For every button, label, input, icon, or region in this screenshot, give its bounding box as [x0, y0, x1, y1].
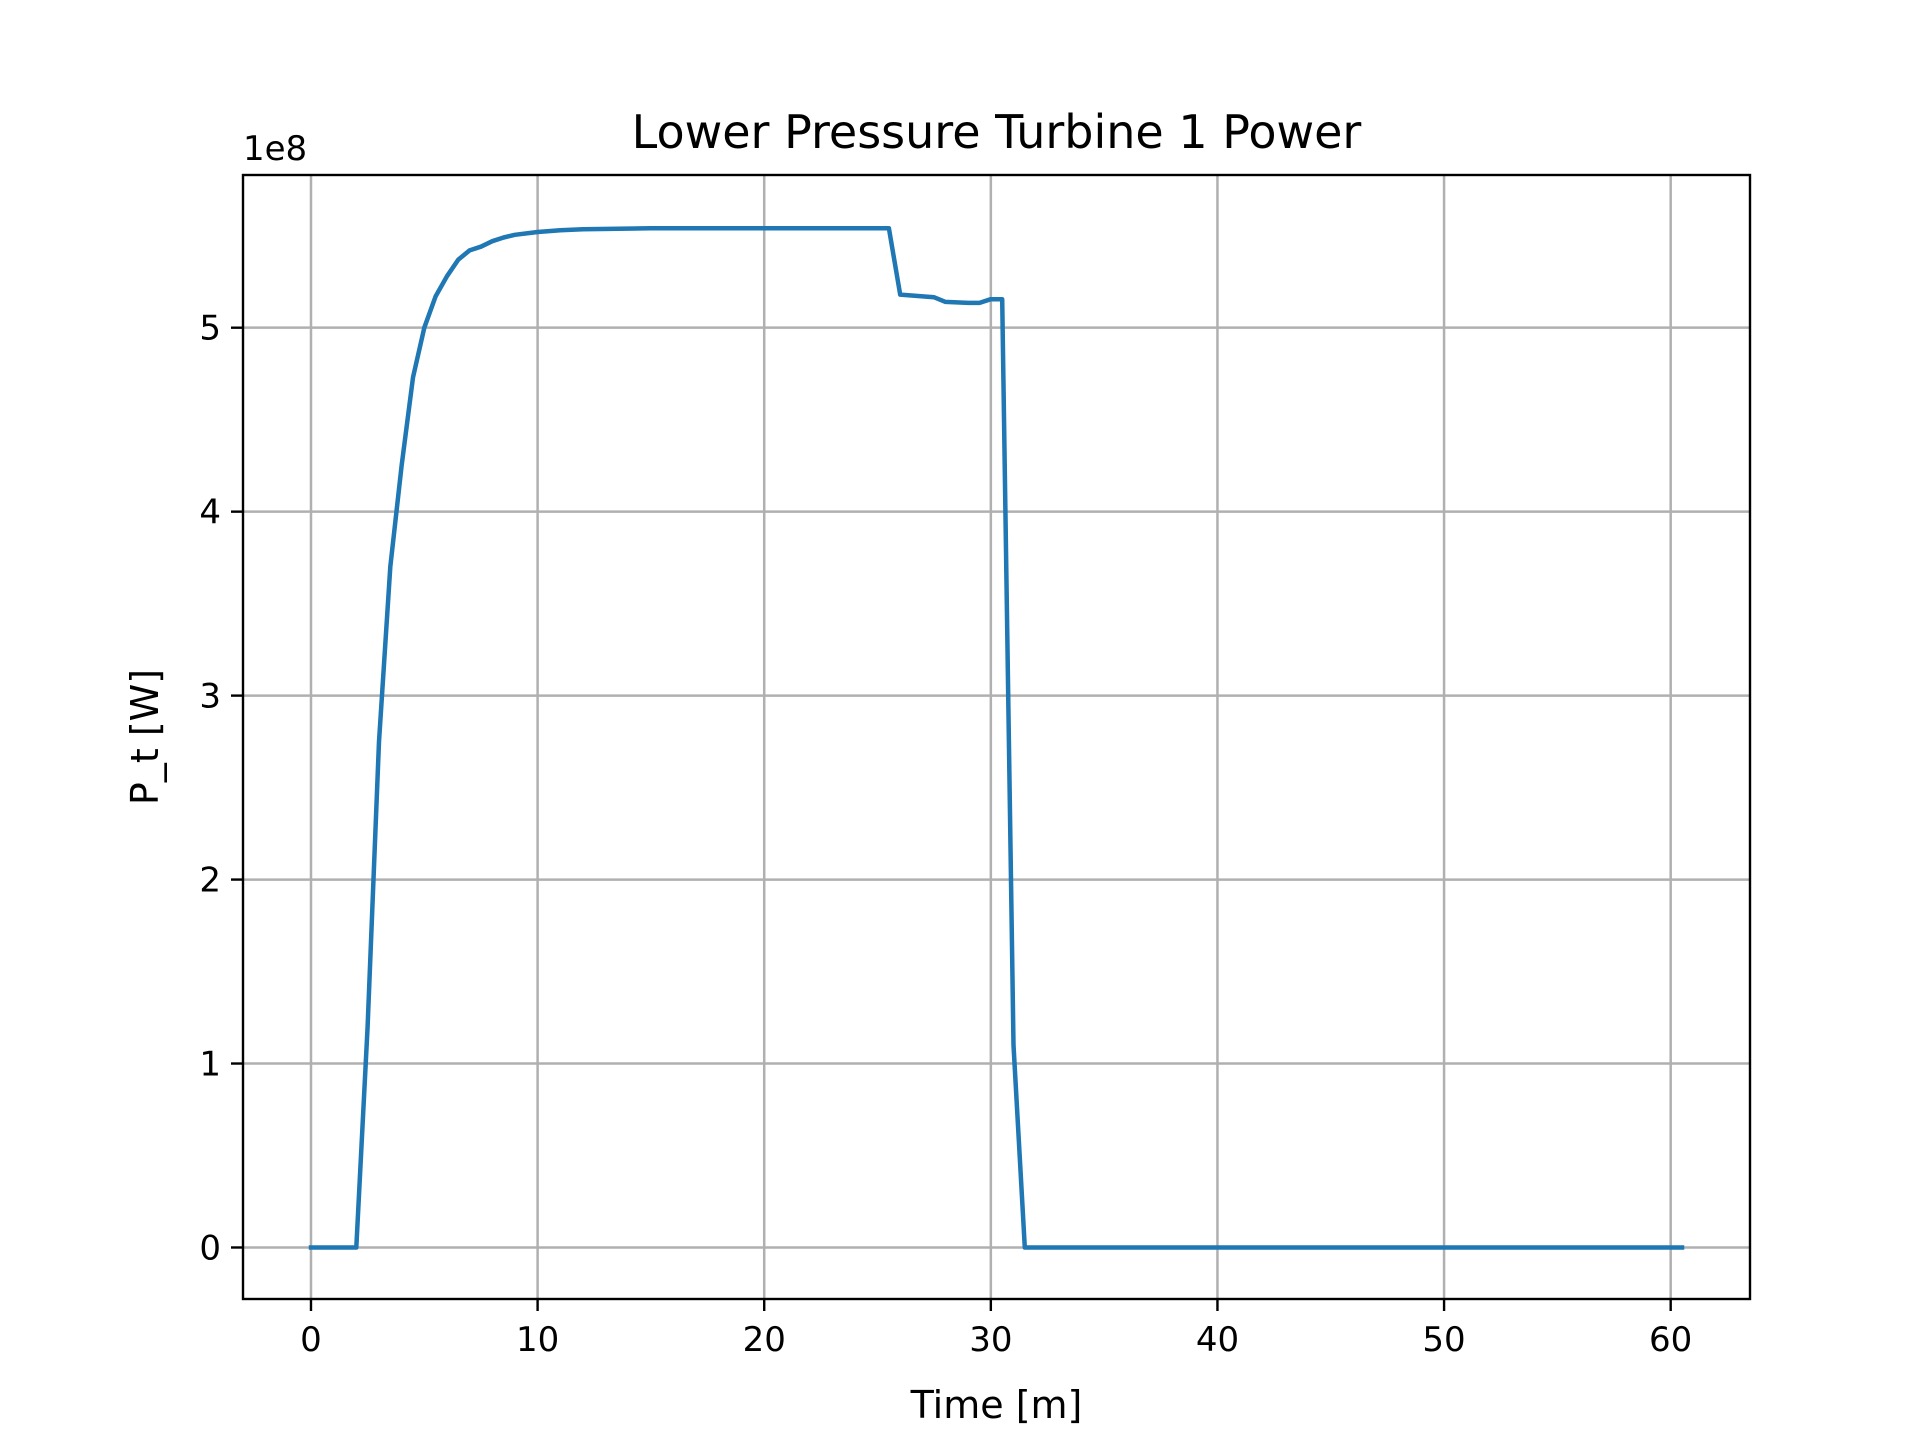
chart-title: Lower Pressure Turbine 1 Power [632, 105, 1362, 159]
x-tick-label: 50 [1422, 1320, 1465, 1360]
y-tick-label: 1 [199, 1045, 221, 1085]
ticks: 0 10 20 30 40 50 60 0 1 2 3 4 5 [199, 309, 1692, 1360]
y-axis-offset-label: 1e8 [243, 129, 307, 169]
x-tick-label: 10 [516, 1320, 559, 1360]
x-tick-label: 40 [1196, 1320, 1239, 1360]
plot-frame [241, 173, 1752, 1301]
y-tick-label: 4 [199, 493, 221, 533]
x-tick-label: 20 [743, 1320, 786, 1360]
y-tick-label: 3 [199, 677, 221, 717]
grid [243, 175, 1750, 1299]
series-layer [308, 226, 1685, 1250]
y-axis-label: P_t [W] [123, 669, 167, 805]
y-tick-label: 0 [199, 1228, 221, 1268]
y-tick-label: 2 [199, 861, 221, 901]
x-axis-label: Time [m] [910, 1383, 1083, 1427]
x-tick-label: 0 [300, 1320, 322, 1360]
series-line [308, 226, 1685, 1250]
x-tick-label: 30 [969, 1320, 1012, 1360]
x-tick-label: 60 [1649, 1320, 1692, 1360]
y-tick-label: 5 [199, 309, 221, 349]
